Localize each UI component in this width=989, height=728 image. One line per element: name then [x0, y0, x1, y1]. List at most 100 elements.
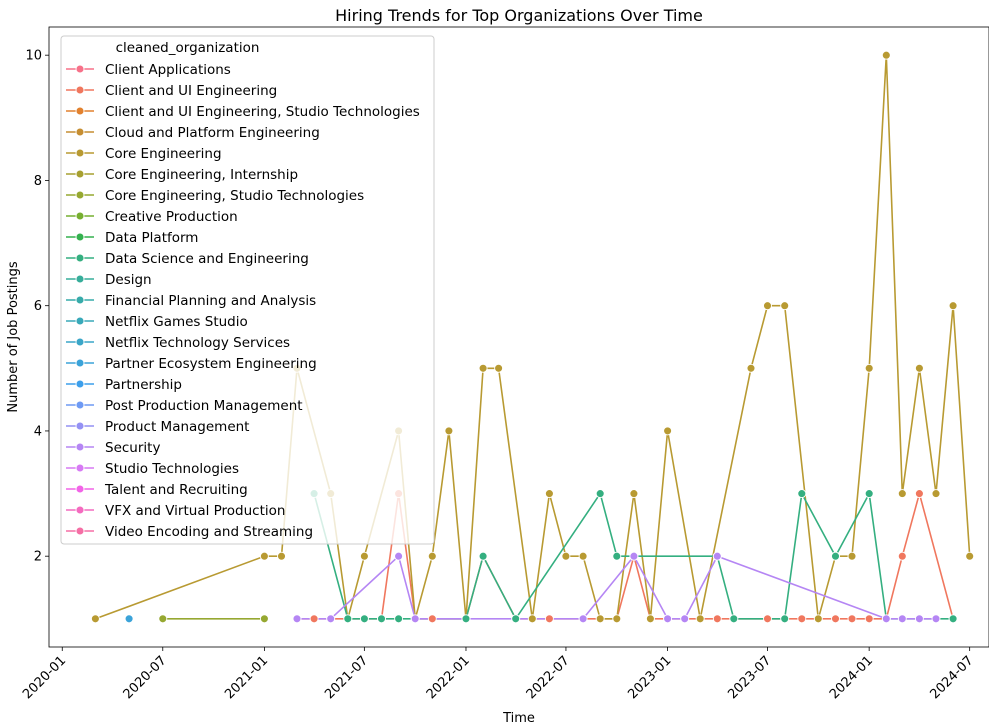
data-point-core-engineering — [931, 489, 941, 499]
legend-title: cleaned_organization — [116, 40, 260, 56]
data-point-data-science-and-engineering — [948, 614, 958, 624]
data-point-core-engineering — [444, 426, 454, 436]
data-point-core-engineering — [90, 614, 100, 624]
legend-marker-client-and-ui-engineering — [75, 85, 85, 95]
legend-marker-data-science-and-engineering — [75, 253, 85, 263]
y-tick-label: 4 — [34, 424, 42, 439]
data-point-security — [326, 614, 336, 624]
data-point-security — [897, 614, 907, 624]
legend-entry-client-and-ui-engineering-studio-technologies: Client and UI Engineering, Studio Techno… — [105, 104, 420, 120]
legend-marker-design — [75, 274, 85, 284]
data-point-security — [680, 614, 690, 624]
legend-marker-security — [75, 442, 85, 452]
data-point-core-engineering — [494, 363, 504, 373]
data-point-core-engineering — [746, 363, 756, 373]
data-point-security — [931, 614, 941, 624]
legend-marker-cloud-and-platform-engineering — [75, 127, 85, 137]
legend-entry-post-production-management: Post Production Management — [105, 398, 303, 414]
legend-entry-creative-production: Creative Production — [105, 209, 238, 225]
legend-entry-core-engineering-studio-technologies: Core Engineering, Studio Technologies — [105, 188, 364, 204]
legend-entry-vfx-and-virtual-production: VFX and Virtual Production — [105, 503, 285, 519]
data-point-core-engineering — [948, 301, 958, 311]
legend-entry-video-encoding-and-streaming: Video Encoding and Streaming — [105, 524, 313, 540]
legend-marker-product-management — [75, 421, 85, 431]
y-tick-label: 2 — [34, 550, 42, 565]
data-point-client-and-ui-engineering — [831, 614, 840, 624]
data-point-security — [881, 614, 891, 624]
data-point-data-science-and-engineering — [797, 489, 807, 499]
legend-box — [60, 35, 435, 545]
data-point-data-science-and-engineering — [612, 551, 622, 561]
data-point-core-engineering — [527, 614, 537, 624]
data-point-core-engineering — [427, 551, 437, 561]
legend-entry-partnership: Partnership — [105, 377, 182, 393]
legend-marker-video-encoding-and-streaming — [75, 526, 85, 536]
y-tick-label: 10 — [25, 49, 42, 64]
data-point-security — [394, 551, 404, 561]
data-point-client-and-ui-engineering — [897, 551, 907, 561]
data-point-client-and-ui-engineering — [864, 614, 874, 624]
legend-marker-netflix-technology-services — [75, 337, 85, 347]
legend-entry-data-platform: Data Platform — [105, 230, 198, 246]
legend-entry-design: Design — [105, 272, 152, 288]
data-point-core-engineering — [277, 551, 286, 561]
legend-entry-client-applications: Client Applications — [105, 62, 231, 78]
x-axis-label: Time — [502, 711, 535, 726]
chart-title: Hiring Trends for Top Organizations Over… — [335, 6, 703, 25]
legend-entry-security: Security — [105, 440, 160, 456]
data-point-data-science-and-engineering — [729, 614, 739, 624]
legend-marker-netflix-games-studio — [75, 316, 85, 326]
data-point-core-engineering — [645, 614, 655, 624]
legend-entry-studio-technologies: Studio Technologies — [105, 461, 239, 477]
legend-entry-data-science-and-engineering: Data Science and Engineering — [105, 251, 309, 267]
data-point-client-and-ui-engineering — [797, 614, 807, 624]
data-point-data-science-and-engineering — [461, 614, 471, 624]
data-point-core-engineering — [965, 551, 975, 561]
data-point-core-engineering — [259, 551, 269, 561]
data-point-core-engineering — [881, 50, 891, 60]
data-point-security — [629, 551, 639, 561]
data-point-client-and-ui-engineering — [427, 614, 437, 624]
legend-marker-client-and-ui-engineering-studio-technologies — [75, 106, 85, 116]
data-point-data-science-and-engineering — [359, 614, 369, 624]
data-point-security — [410, 614, 420, 624]
plot-frame — [48, 26, 989, 648]
data-point-data-science-and-engineering — [595, 489, 605, 499]
axes-spines — [48, 26, 989, 648]
data-point-core-engineering — [663, 426, 673, 436]
data-point-core-engineering — [629, 489, 639, 499]
legend-entry-partner-ecosystem-engineering: Partner Ecosystem Engineering — [105, 356, 317, 372]
data-point-core-engineering-studio-technologies — [158, 614, 168, 624]
legend-marker-client-applications — [75, 64, 85, 74]
data-point-data-science-and-engineering — [864, 489, 874, 499]
legend-marker-partner-ecosystem-engineering — [75, 358, 85, 368]
data-point-core-engineering — [578, 551, 588, 561]
data-point-core-engineering — [359, 551, 369, 561]
data-point-core-engineering — [864, 363, 874, 373]
y-axis-ticks: 2 4 6 8 10 — [25, 49, 49, 565]
legend-entry-cloud-and-platform-engineering: Cloud and Platform Engineering — [105, 125, 320, 141]
data-point-core-engineering — [914, 363, 924, 373]
data-point-core-engineering — [897, 489, 907, 499]
data-point-core-engineering — [561, 551, 571, 561]
data-point-data-science-and-engineering — [377, 614, 386, 624]
legend-entry-core-engineering-internship: Core Engineering, Internship — [105, 167, 298, 183]
data-point-data-science-and-engineering — [831, 551, 840, 561]
data-point-core-engineering — [478, 363, 488, 373]
data-point-security — [292, 614, 302, 624]
y-tick-label: 6 — [34, 299, 42, 314]
data-point-core-engineering-studio-technologies — [259, 614, 269, 624]
data-point-security — [578, 614, 588, 624]
data-point-core-engineering — [763, 301, 772, 311]
data-point-core-engineering — [612, 614, 622, 624]
data-point-client-and-ui-engineering — [544, 614, 554, 624]
legend-marker-post-production-management — [75, 400, 85, 410]
data-point-core-engineering — [595, 614, 605, 624]
data-point-partner-ecosystem-engineering — [124, 614, 134, 624]
data-point-security — [914, 614, 924, 624]
data-point-security — [663, 614, 673, 624]
data-point-core-engineering — [813, 614, 823, 624]
legend-marker-creative-production — [75, 211, 85, 221]
data-point-client-and-ui-engineering — [763, 614, 772, 624]
